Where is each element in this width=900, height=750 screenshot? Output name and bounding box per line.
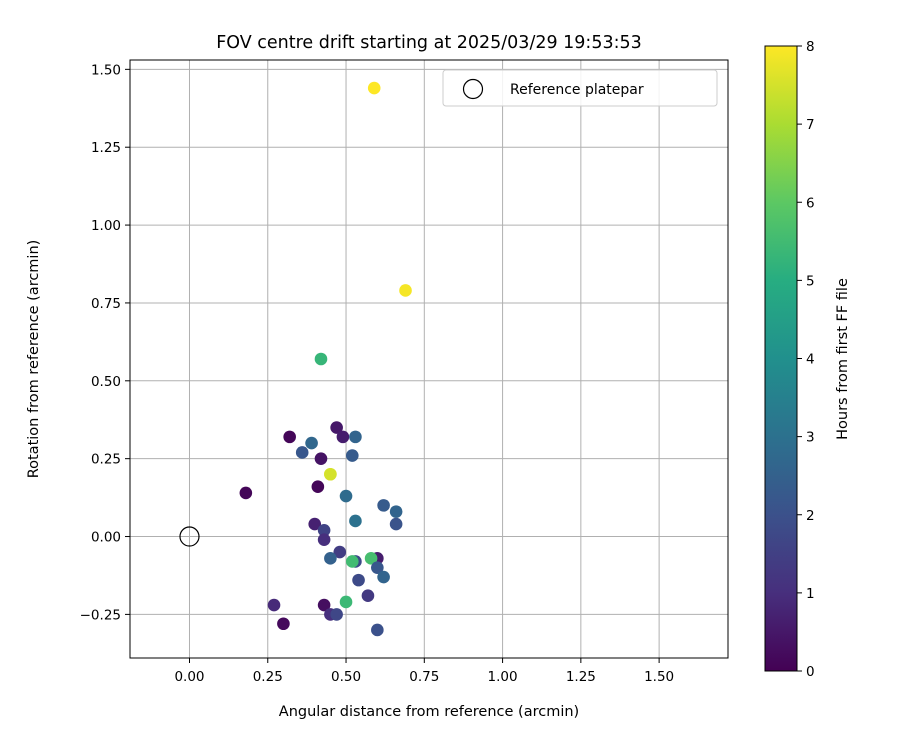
x-tick-label: 0.75 <box>409 669 439 685</box>
scatter-point <box>377 499 390 512</box>
scatter-point <box>352 573 365 587</box>
scatter-point <box>361 589 375 603</box>
x-tick-label: 1.00 <box>488 669 518 685</box>
scatter-point <box>311 480 325 493</box>
scatter-point <box>333 545 347 559</box>
y-axis-label: Rotation from reference (arcmin) <box>26 240 42 479</box>
colorbar-ticks: 0 1 2 3 4 5 6 7 8 <box>797 39 815 680</box>
scatter-point <box>377 570 390 584</box>
scatter-point <box>308 517 322 531</box>
scatter-point <box>371 623 384 637</box>
scatter-point <box>267 598 281 612</box>
scatter-point <box>314 452 328 465</box>
legend-box <box>442 69 718 107</box>
scatter-point <box>317 533 331 546</box>
colorbar: 0 1 2 3 4 5 6 7 8 Hours from first FF file <box>764 39 851 680</box>
y-tick-label: 0.50 <box>91 374 121 390</box>
scatter-point <box>345 449 359 462</box>
y-tick-label: 0.75 <box>91 296 121 312</box>
colorbar-tick-label: 6 <box>806 195 815 211</box>
scatter-point <box>336 430 350 444</box>
scatter-point <box>345 555 359 568</box>
colorbar-gradient <box>764 45 798 672</box>
scatter-point <box>283 430 296 444</box>
colorbar-tick-label: 3 <box>806 430 815 446</box>
scatter-point <box>295 446 309 459</box>
reference-platepar-marker <box>179 526 200 547</box>
x-tick-label: 0.25 <box>253 669 283 685</box>
colorbar-tick-label: 2 <box>806 508 815 524</box>
grid <box>130 60 728 658</box>
legend-label-reference: Reference platepar <box>510 82 644 98</box>
scatter-point <box>389 517 403 531</box>
x-tick-label: 0.50 <box>331 669 361 685</box>
scatter-point <box>349 514 362 528</box>
scatter-point <box>330 421 343 434</box>
x-axis-label: Angular distance from reference (arcmin) <box>279 704 579 720</box>
y-tick-label: 0.00 <box>91 530 121 546</box>
scatter-point <box>399 284 412 297</box>
scatter-point <box>367 81 381 95</box>
scatter-point <box>324 467 337 481</box>
y-tick-label: 0.25 <box>91 452 121 468</box>
x-tick-label: 1.25 <box>566 669 596 685</box>
colorbar-tick-label: 7 <box>806 117 815 133</box>
x-tick-label: 1.50 <box>644 669 674 685</box>
scatter-point <box>389 505 403 518</box>
colorbar-tick-label: 5 <box>806 273 815 289</box>
plot-frame <box>129 59 729 659</box>
y-tick-label: 1.50 <box>91 62 121 78</box>
scatter-point <box>349 430 362 444</box>
colorbar-label: Hours from first FF file <box>835 278 851 440</box>
scatter-point <box>364 552 378 565</box>
scatter-point <box>305 436 318 450</box>
scatter-point <box>317 598 331 612</box>
x-axis-ticks: 0.00 0.25 0.50 0.75 1.00 1.25 1.50 <box>174 658 674 685</box>
scatter-points <box>239 81 412 637</box>
colorbar-tick-label: 1 <box>806 586 815 602</box>
scatter-point <box>330 608 343 621</box>
scatter-point <box>239 486 253 500</box>
y-axis-ticks: −0.25 0.00 0.25 0.50 0.75 1.00 1.25 1.50 <box>80 62 130 623</box>
legend-marker-reference <box>462 78 484 100</box>
y-tick-label: 1.00 <box>91 218 121 234</box>
scatter-point <box>324 552 337 565</box>
chart-title: FOV centre drift starting at 2025/03/29 … <box>216 33 642 53</box>
scatter-point <box>314 352 328 366</box>
x-tick-label: 0.00 <box>174 669 204 685</box>
scatter-point <box>371 561 384 574</box>
scatter-point <box>339 489 353 503</box>
colorbar-tick-label: 4 <box>806 352 815 368</box>
reference-layer <box>179 526 200 547</box>
colorbar-tick-label: 0 <box>806 664 815 680</box>
y-tick-label: 1.25 <box>91 140 121 156</box>
legend: Reference platepar <box>442 69 718 107</box>
colorbar-tick-label: 8 <box>806 39 815 55</box>
scatter-point <box>317 524 331 537</box>
scatter-point <box>339 595 353 609</box>
scatter-point <box>277 617 290 631</box>
y-tick-label: −0.25 <box>80 607 121 623</box>
